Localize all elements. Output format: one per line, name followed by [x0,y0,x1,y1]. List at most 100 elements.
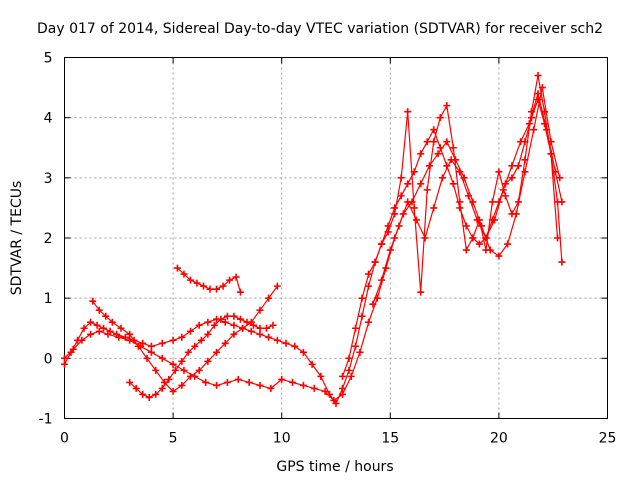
data-point [556,174,564,182]
data-point [193,279,201,287]
data-point [365,270,373,278]
data-point [421,234,429,242]
data-point [430,138,438,146]
data-point [278,375,286,383]
data-point [108,318,116,326]
data-point [345,366,353,374]
y-tick-label: 4 [44,111,53,127]
data-point [423,186,431,194]
data-point [365,282,373,290]
data-point [256,330,264,338]
y-tick-label: 2 [44,231,53,247]
data-point [404,180,412,188]
y-tick-label: 5 [44,51,53,67]
data-point [289,378,297,386]
data-point [551,168,559,176]
data-point [508,162,516,170]
data-point [145,393,153,401]
data-point [117,324,125,332]
data-point [169,360,177,368]
data-point [462,222,470,230]
data-point [417,288,425,296]
data-point [186,327,194,335]
data-point [517,138,525,146]
data-point [152,390,160,398]
data-point [169,336,177,344]
data-point [386,246,394,254]
data-point [469,234,477,242]
data-point [195,321,203,329]
data-point [514,162,522,170]
data-point [273,282,281,290]
data-point [184,348,192,356]
data-point [352,342,360,350]
series-track-5 [173,264,244,296]
data-point [95,327,103,335]
data-point [61,354,68,362]
data-point [456,198,464,206]
data-point [558,258,566,266]
data-point [378,240,386,248]
x-tick-labels: 0 5 10 15 20 25 [60,431,616,447]
data-point [423,138,431,146]
data-point [447,156,455,164]
data-point [147,342,155,350]
data-point [256,381,264,389]
data-point [371,258,379,266]
x-tick-label: 0 [60,431,69,447]
y-tick-label: 0 [44,351,53,367]
data-point [475,240,483,248]
data-point [462,246,470,254]
data-point [100,324,108,332]
data-point [273,336,281,344]
data-point [436,114,444,122]
data-point [243,318,251,326]
data-point [152,366,160,374]
x-tick-label: 25 [599,431,617,447]
data-point [443,102,451,110]
data-point [391,210,399,218]
series-track-7 [369,90,566,308]
data-point [417,180,425,188]
data-point [204,330,212,338]
data-point [217,315,225,323]
data-point [230,330,238,338]
y-tick-label: 1 [44,291,53,307]
data-point [504,240,512,248]
data-point [180,270,188,278]
data-point [321,387,329,395]
data-point [186,372,194,380]
data-point [69,345,77,353]
data-point [221,339,229,347]
series-track-3 [89,282,281,395]
data-point [369,300,377,308]
data-point [501,192,509,200]
data-point [165,375,173,383]
data-point [267,384,275,392]
series-line [341,74,559,377]
data-point [191,342,199,350]
data-point [93,321,101,329]
data-point [213,381,221,389]
data-point [488,198,496,206]
y-tick-labels: -1 0 1 2 3 4 5 [39,51,53,428]
data-point [534,72,542,80]
data-point [308,360,316,368]
data-point [102,312,110,320]
data-point [95,306,103,314]
data-point [126,378,134,386]
data-point [358,312,366,320]
data-point [356,348,364,356]
data-point [143,354,151,362]
data-point [384,228,392,236]
data-point [230,312,238,320]
data-point [558,198,566,206]
data-point [200,282,208,290]
data-point [525,120,533,128]
data-point [412,216,420,224]
data-point [197,336,205,344]
data-point [234,375,242,383]
data-point [206,285,214,293]
